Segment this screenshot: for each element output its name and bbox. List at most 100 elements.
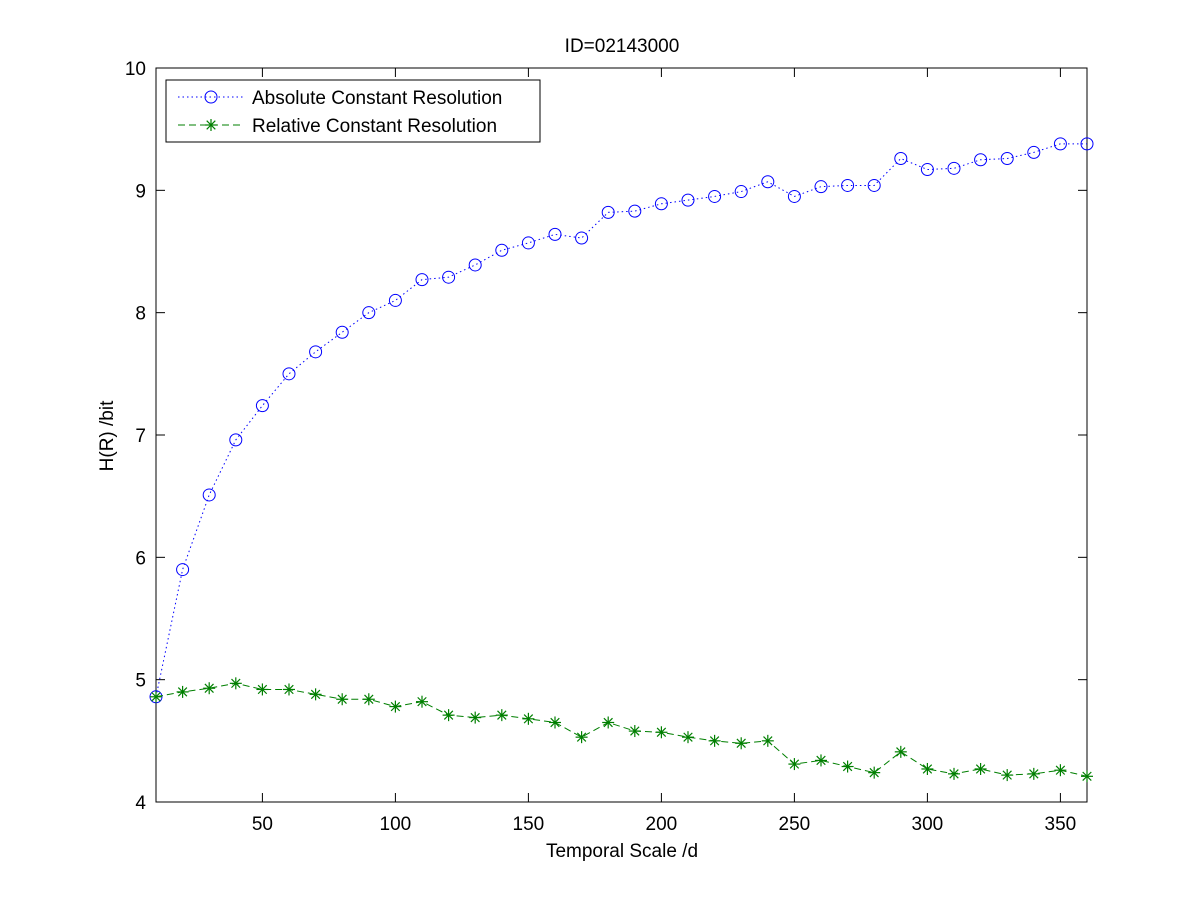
data-point	[921, 762, 934, 775]
legend-label: Relative Constant Resolution	[252, 116, 497, 137]
data-point	[309, 345, 323, 359]
data-point	[734, 185, 748, 199]
data-point	[495, 243, 509, 257]
data-point	[1000, 152, 1014, 166]
data-point	[522, 712, 535, 725]
data-point	[788, 758, 801, 771]
data-point	[601, 205, 615, 219]
data-point	[176, 685, 189, 698]
data-point	[549, 716, 561, 729]
legend-marker	[205, 119, 217, 131]
data-point	[974, 153, 988, 167]
plot-area: 50 100 150 200 250 300 350 4 5 6 7 8 9 10	[125, 59, 1094, 835]
data-point	[681, 193, 695, 207]
data-point	[682, 731, 694, 744]
data-point	[735, 737, 748, 750]
data-point	[255, 399, 269, 413]
data-point	[761, 734, 774, 747]
y-tick-label: 6	[135, 548, 146, 569]
x-tick-label: 350	[1045, 814, 1077, 835]
data-point	[283, 683, 295, 696]
data-point	[389, 700, 402, 713]
data-point	[442, 270, 456, 284]
chart-title: ID=02143000	[565, 36, 680, 57]
x-tick-label: 100	[380, 814, 412, 835]
data-point	[150, 690, 162, 703]
x-axis-label: Temporal Scale /d	[546, 841, 698, 862]
data-point	[575, 231, 589, 245]
legend-box	[165, 79, 541, 143]
data-point	[362, 693, 375, 706]
data-point	[1053, 137, 1067, 151]
x-tick-label: 150	[513, 814, 545, 835]
data-point	[202, 488, 216, 502]
data-point	[1027, 145, 1041, 159]
data-point	[814, 180, 828, 194]
data-point	[415, 273, 429, 287]
y-tick-label: 5	[135, 671, 146, 692]
legend-item: Relative Constant Resolution	[178, 116, 497, 137]
data-point	[469, 711, 482, 724]
data-point	[1081, 770, 1093, 783]
legend-item: Absolute Constant Resolution	[178, 88, 502, 109]
data-point	[176, 563, 190, 577]
series-1	[150, 677, 1093, 783]
data-point	[655, 726, 668, 739]
x-tick-label: 300	[912, 814, 944, 835]
data-point	[894, 745, 907, 758]
data-point	[548, 227, 562, 241]
data-point	[841, 178, 855, 192]
data-point	[1027, 767, 1040, 780]
data-point	[654, 197, 668, 211]
y-tick-label: 10	[125, 59, 146, 80]
data-point	[628, 204, 642, 218]
data-point	[708, 189, 722, 203]
legend: Absolute Constant Resolution Relative Con…	[165, 79, 541, 143]
series-line	[155, 682, 1088, 777]
data-point	[868, 766, 881, 779]
data-point	[867, 178, 881, 192]
data-point	[761, 175, 775, 189]
data-point	[309, 688, 322, 701]
data-point	[948, 767, 960, 780]
x-tick-label: 50	[252, 814, 273, 835]
data-point	[920, 163, 934, 177]
data-point	[229, 433, 243, 447]
data-point	[1001, 769, 1014, 782]
data-point	[575, 731, 588, 744]
data-point	[282, 367, 296, 381]
data-point	[815, 754, 827, 767]
series-0	[149, 137, 1094, 704]
data-point	[336, 693, 349, 706]
x-tick-label: 200	[646, 814, 678, 835]
legend-label: Absolute Constant Resolution	[252, 88, 502, 109]
data-point	[1054, 764, 1067, 777]
y-tick-label: 9	[135, 181, 146, 202]
data-point	[442, 709, 455, 722]
y-tick-label: 8	[135, 304, 146, 325]
data-point	[708, 734, 721, 747]
data-point	[362, 306, 376, 320]
data-point	[495, 709, 508, 722]
data-point	[628, 725, 641, 738]
data-point	[894, 152, 908, 166]
data-point	[841, 760, 854, 773]
y-tick-label: 7	[135, 426, 146, 447]
data-point	[947, 161, 961, 175]
data-point	[256, 683, 269, 696]
data-point	[1080, 137, 1094, 151]
y-axis-label: H(R) /bit	[97, 400, 118, 471]
x-tick-label: 250	[779, 814, 811, 835]
data-point	[388, 293, 402, 307]
data-point	[602, 716, 615, 729]
axes-box	[155, 67, 1088, 803]
data-point	[468, 258, 482, 272]
data-point	[787, 189, 801, 203]
data-point	[203, 682, 216, 695]
data-point	[229, 677, 242, 690]
data-point	[416, 695, 428, 708]
legend-marker	[204, 90, 218, 104]
data-point	[335, 325, 349, 339]
data-point	[974, 762, 987, 775]
